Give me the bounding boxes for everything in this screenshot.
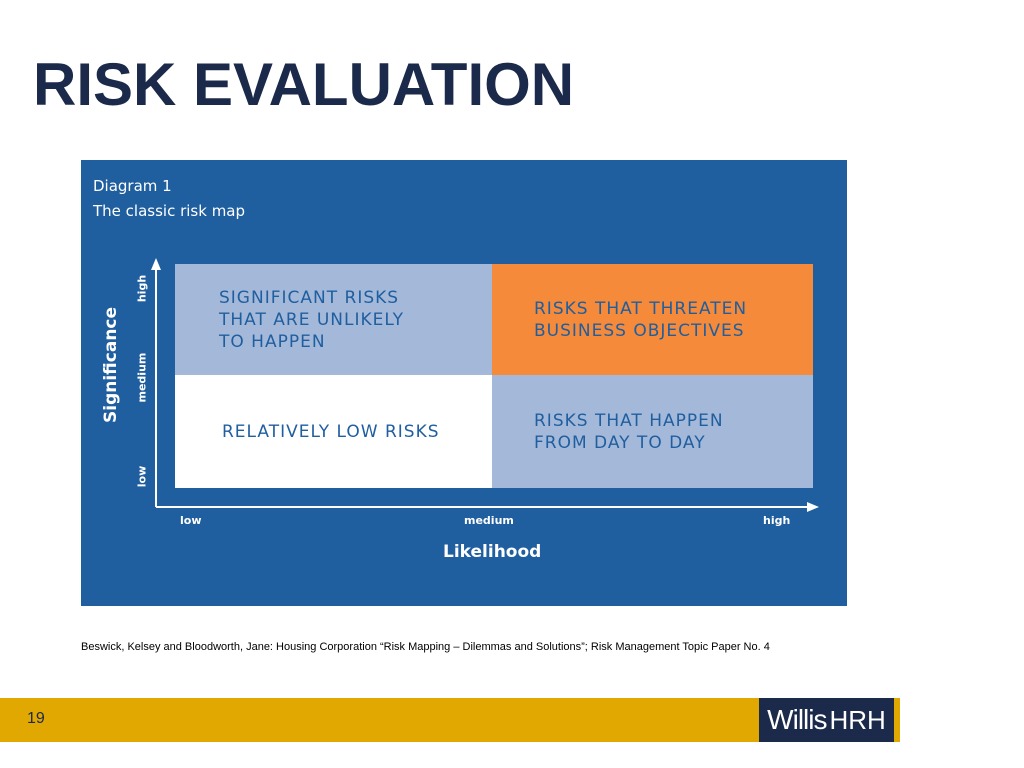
quadrant-label: RISKS THAT THREATEN BUSINESS OBJECTIVES (534, 298, 748, 341)
quadrant-label: SIGNIFICANT RISKS THAT ARE UNLIKELY TO H… (219, 287, 404, 352)
y-tick-medium: medium (135, 352, 149, 403)
diagram-caption: The classic risk map (93, 202, 246, 220)
x-tick-low: low (180, 514, 202, 527)
source-citation: Beswick, Kelsey and Bloodworth, Jane: Ho… (81, 641, 770, 653)
slide-title: RISK EVALUATION (33, 51, 575, 118)
y-tick-low: low (135, 465, 149, 488)
y-axis-arrowhead (151, 258, 161, 270)
quadrant-threaten-objectives: RISKS THAT THREATEN BUSINESS OBJECTIVES (492, 264, 813, 375)
footer-bar: 19 Willis HRH (0, 698, 900, 742)
y-tick-high: high (135, 274, 149, 303)
x-tick-high: high (763, 514, 791, 527)
page-number: 19 (27, 710, 45, 727)
logo-main-text: Willis (767, 704, 827, 735)
axes-arrows (151, 258, 819, 512)
quadrant-significant-unlikely: SIGNIFICANT RISKS THAT ARE UNLIKELY TO H… (175, 264, 492, 375)
x-axis-arrowhead (807, 502, 819, 512)
logo-suffix-text: HRH (829, 704, 886, 735)
quadrant-day-to-day: RISKS THAT HAPPEN FROM DAY TO DAY (492, 375, 813, 488)
diagram-number: Diagram 1 (93, 177, 172, 195)
diagram-heading: Diagram 1 The classic risk map (93, 174, 245, 224)
y-axis-label: Significance (101, 306, 121, 423)
quadrant-low-risks: RELATIVELY LOW RISKS (175, 375, 492, 488)
quadrant-label: RISKS THAT HAPPEN FROM DAY TO DAY (534, 410, 724, 453)
willis-hrh-logo: Willis HRH (759, 698, 894, 742)
x-tick-medium: medium (464, 514, 514, 527)
risk-map-diagram: Diagram 1 The classic risk map SIGNIFICA… (81, 160, 847, 606)
quadrant-label: RELATIVELY LOW RISKS (222, 421, 440, 442)
x-axis-label: Likelihood (443, 542, 542, 562)
